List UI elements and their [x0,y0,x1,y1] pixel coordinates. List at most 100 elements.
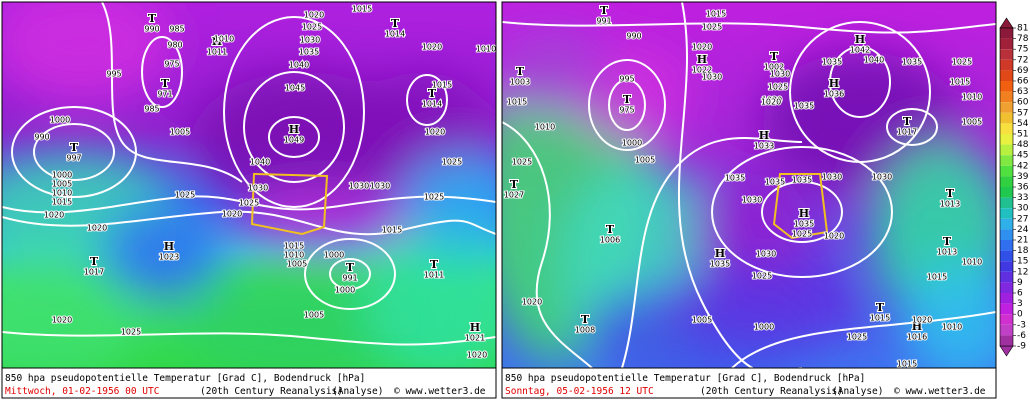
colorbar-band [1000,218,1013,230]
isobar [829,46,892,118]
isobar [588,59,667,151]
isobar [141,36,184,108]
pressure-center-value: 975 [619,106,634,115]
isobar-label: 1035 [299,48,319,57]
highlight-box [772,173,829,240]
pressure-center-value: 1017 [897,128,917,137]
caption: 850 hpa pseudopotentielle Temperatur [Gr… [5,373,365,384]
colorbar-band [1000,165,1013,177]
map-area: T991T1003T975H1022T1002H1042H1036T1017H1… [502,2,996,368]
pressure-center-kind: T [623,93,632,106]
colorbar-band [1000,229,1013,240]
isobar-label: 1020 [425,128,445,137]
colorbar-band [1000,155,1013,166]
colorbar-band [1000,28,1013,39]
colorbar-band [1000,59,1013,71]
date: Sonntag, 05-02-1956 12 UTC [505,386,654,397]
isobar [886,108,939,146]
colorbar-tick-label: 9 [1017,278,1023,288]
isobar-label: 1030 [370,182,390,191]
colorbar-tick-label: 36 [1017,183,1029,193]
isobar [329,258,372,290]
temperature-area [362,222,496,368]
pressure-center-kind: T [428,87,437,100]
colorbar-tick-label: 69 [1017,66,1029,76]
isobar-label: 1040 [289,61,309,70]
isobar-label: 1030 [762,96,782,105]
colorbar-cap [999,345,1014,357]
isobar-label: 1015 [927,273,947,282]
colorbar-cap [999,17,1014,29]
colorbar-band [1000,335,1013,346]
isobar-label: 1025 [952,58,972,67]
pressure-center-value: 1014 [422,100,442,109]
colorbar-tick-label: 45 [1017,151,1028,161]
colorbar-band [1000,38,1013,50]
pressure-center-value: 1022 [692,66,712,75]
colorbar-tick-label: 51 [1017,130,1028,140]
colorbar-tick-label: 0 [1017,310,1023,320]
colorbar-tick-label: 48 [1017,140,1029,150]
isobar [33,123,116,181]
isobar-label: 1020 [761,98,781,107]
pressure-center-kind: H [212,35,222,48]
isobar [11,106,138,198]
pressure-center-kind: T [606,223,615,236]
pressure-center-value: 991 [342,274,357,283]
colorbar-band [1000,208,1013,219]
isobar [789,21,932,163]
isobar-label: 1020 [87,224,107,233]
colorbar-band [1000,49,1013,60]
colorbar-band [1000,176,1013,187]
isobar [731,311,996,368]
isobar-label: 1015 [432,81,452,90]
pressure-center-value: 997 [66,154,81,163]
colorbar-tick-label: 15 [1017,257,1028,267]
isobar-label: 1015 [706,10,726,19]
isobar [2,195,496,214]
pressure-center-kind: T [876,301,885,314]
isobar-label: 990 [34,133,49,142]
pressure-center-kind: H [715,247,725,260]
isobar-label: 1030 [742,196,762,205]
colorbar-tick-label: 81 [1017,24,1028,34]
colorbar-tick-label: 54 [1017,119,1029,129]
colorbar-band [1000,112,1013,124]
caption-box [1,367,497,399]
colorbar-tick-label: 30 [1017,204,1029,214]
isobar-label: 1020 [692,43,712,52]
isobar-label: 1040 [250,158,270,167]
pressure-center-kind: T [391,17,400,30]
pressure-center-kind: H [759,129,769,142]
colorbar-tick-label: 18 [1017,246,1029,256]
colorbar-band [1000,144,1013,156]
pressure-center-value: 1042 [850,46,870,55]
isobar [621,137,803,368]
isobar-label: 1010 [214,35,234,44]
isobar [2,331,496,346]
colorbar-band [1000,134,1013,145]
colorbar-band [1000,271,1013,283]
isobar-label: 1010 [284,251,304,260]
isobar-label: 1020 [522,298,542,307]
colorbar-tick-label: 63 [1017,87,1028,97]
isobar-label: 1000 [324,251,344,260]
isobar-label: 1015 [950,78,970,87]
isobar [101,2,243,183]
isobar-label: 990 [626,32,641,41]
colorbar-tick-label: 42 [1017,161,1028,171]
isobar-label: 1020 [824,232,844,241]
isobar-label: 1000 [335,286,355,295]
colorbar-tick-label: 57 [1017,108,1028,118]
isobar-label: 1010 [962,93,982,102]
isobar-label: 1020 [422,43,442,52]
pressure-center-value: 1013 [940,200,960,209]
pressure-center-kind: T [161,77,170,90]
isobar [761,181,844,243]
temperature-area [2,2,172,102]
temperature-area [902,262,996,368]
colorbar-tick-label: 60 [1017,98,1029,108]
isobar-label: 1035 [902,58,922,67]
isobar-label: 1035 [792,176,812,185]
